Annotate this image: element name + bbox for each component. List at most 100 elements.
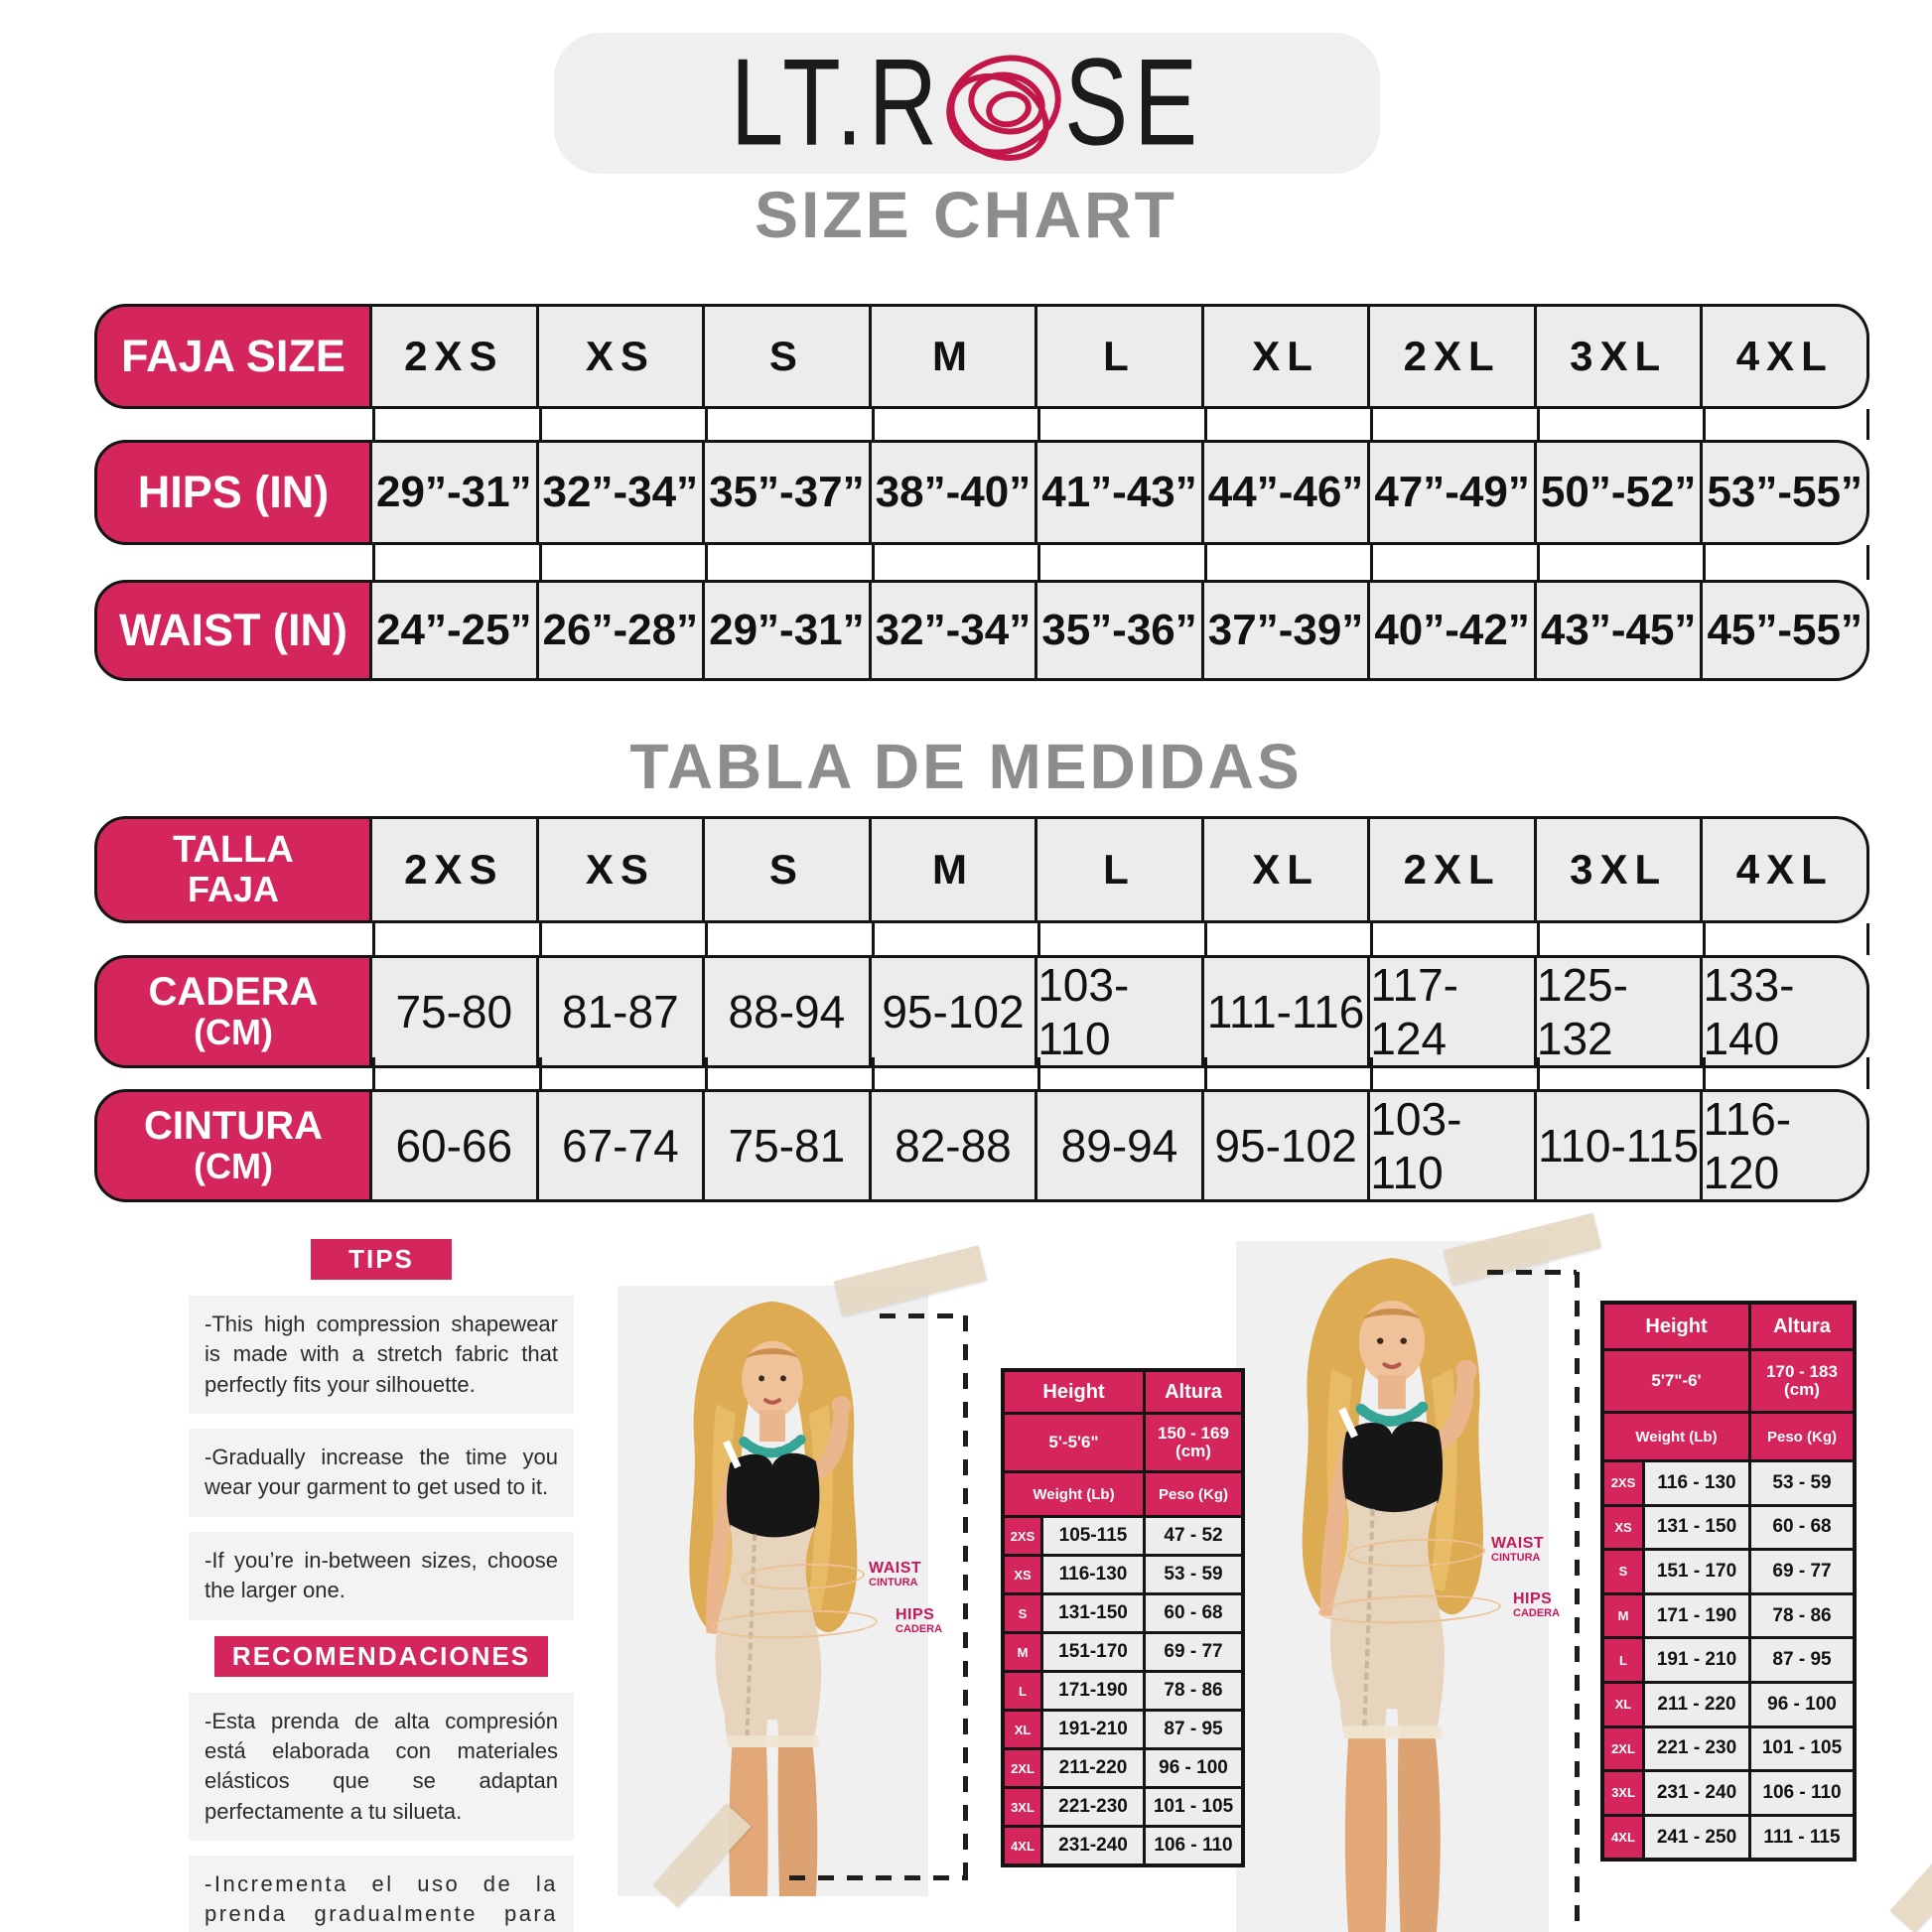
- recomendaciones-list: -Esta prenda de alta compresión está ela…: [189, 1692, 574, 1932]
- spacer-line: [1536, 409, 1704, 440]
- measurement-value-cell: 26”-28”: [538, 580, 706, 681]
- measurement-row: HIPS (IN) 29”-31” 32”-34” 35”-37” 38”-40” 41”…: [94, 440, 1869, 545]
- measurement-value-cell: 32”-34”: [871, 580, 1038, 681]
- spacer-gap: [94, 545, 372, 580]
- weight-row-lb: 116-130: [1043, 1557, 1143, 1592]
- size-header-cell: M: [871, 816, 1038, 923]
- spacer-line: [1536, 923, 1704, 955]
- weight-row-lb: 151 - 170: [1645, 1551, 1748, 1592]
- tabla-medidas-title: TABLA DE MEDIDAS: [629, 731, 1303, 802]
- weight-row-lb: 116 - 130: [1645, 1462, 1748, 1504]
- weight-row-kg: 96 - 100: [1146, 1750, 1241, 1786]
- weight-row-lb: 191-210: [1043, 1712, 1143, 1747]
- spacer-line: [705, 545, 872, 580]
- weight-row-size: S: [1005, 1595, 1040, 1631]
- altura-value: 170 - 183 (cm): [1751, 1351, 1853, 1411]
- tips-badge: TIPS: [311, 1239, 452, 1280]
- weight-row-kg: 96 - 100: [1751, 1683, 1853, 1725]
- height-header: Height: [1005, 1372, 1143, 1412]
- text-paragraph: -This high compression shapewear is made…: [189, 1296, 574, 1415]
- measurement-value-cell: 37”-39”: [1203, 580, 1371, 681]
- altura-value-number: 150 - 169: [1158, 1424, 1229, 1444]
- weight-row-kg: 101 - 105: [1146, 1789, 1241, 1825]
- dashed-line: [1575, 1272, 1580, 1932]
- spacer-line: [1703, 545, 1869, 580]
- size-header-cell: XL: [1203, 304, 1371, 409]
- size-header-cell: 2XS: [372, 816, 539, 923]
- weight-row-size: 2XS: [1604, 1462, 1642, 1504]
- row-header-text: FAJA: [187, 869, 280, 910]
- measurement-value-cell: 88-94: [705, 955, 872, 1068]
- altura-header: Altura: [1146, 1372, 1241, 1412]
- spacer-line: [705, 1057, 872, 1089]
- weight-table-short: Height Altura 5'-5'6" 150 - 169 (cm) Weight (…: [1001, 1368, 1245, 1867]
- weight-row-size: 2XS: [1005, 1518, 1040, 1554]
- weight-lb-header: Weight (Lb): [1604, 1414, 1748, 1459]
- weight-row-kg: 111 - 115: [1751, 1816, 1853, 1859]
- altura-value-unit: (cm): [1784, 1380, 1820, 1399]
- weight-row-size: M: [1604, 1594, 1642, 1637]
- weight-row-kg: 87 - 95: [1146, 1712, 1241, 1747]
- size-header-cell: M: [871, 304, 1038, 409]
- dashed-line: [880, 1313, 965, 1318]
- recomendaciones-badge: RECOMENDACIONES: [213, 1635, 549, 1677]
- measurement-value-cell: 111-116: [1203, 955, 1371, 1068]
- size-header-cell: S: [705, 816, 872, 923]
- weight-row-kg: 53 - 59: [1751, 1462, 1853, 1504]
- spacer-line: [1703, 923, 1869, 955]
- size-chart-title: SIZE CHART: [755, 178, 1177, 251]
- measurement-value-cell: 24”-25”: [372, 580, 539, 681]
- row-header-text: FAJA SIZE: [121, 330, 345, 381]
- weight-row-size: M: [1005, 1634, 1040, 1670]
- measurement-value-cell: 133-140: [1703, 955, 1869, 1068]
- logo-text-right: SE: [1064, 33, 1204, 172]
- brand-logo: LT.R SE: [554, 33, 1380, 174]
- weight-row-kg: 53 - 59: [1146, 1557, 1241, 1592]
- measurement-value-cell: 38”-40”: [871, 440, 1038, 545]
- measurement-value-cell: 116-120: [1703, 1089, 1869, 1202]
- weight-row-kg: 106 - 110: [1146, 1828, 1241, 1863]
- measurement-value-cell: 125-132: [1536, 955, 1704, 1068]
- spacer-line: [1703, 409, 1869, 440]
- spacer-line: [1370, 409, 1537, 440]
- weight-row-size: L: [1005, 1673, 1040, 1709]
- spacer-line: [372, 545, 539, 580]
- measurement-value-cell: 45”-55”: [1703, 580, 1869, 681]
- measurement-value-cell: 29”-31”: [705, 580, 872, 681]
- weight-row-lb: 221 - 230: [1645, 1727, 1748, 1770]
- waist-label: WAIST CINTURA: [1491, 1535, 1545, 1564]
- measurement-row: WAIST (IN) 24”-25” 26”-28” 29”-31” 32”-34” 35…: [94, 580, 1869, 681]
- size-table-cm: TALLA FAJA 2XS XS S M L XL 2XL 3XL 4XL CADERA (CM) 75…: [94, 816, 1869, 1202]
- measurement-value-cell: 50”-52”: [1536, 440, 1704, 545]
- spacer-line: [1370, 545, 1537, 580]
- weight-row-kg: 69 - 77: [1146, 1634, 1241, 1670]
- spacer-line: [871, 923, 1038, 955]
- text-paragraph: -Gradually increase the time you wear yo…: [189, 1429, 574, 1517]
- measurement-value-cell: 43”-45”: [1536, 580, 1704, 681]
- size-header-cell: XS: [538, 816, 706, 923]
- altura-value-number: 170 - 183: [1766, 1362, 1838, 1382]
- weight-row-kg: 87 - 95: [1751, 1639, 1853, 1681]
- weight-row-lb: 241 - 250: [1645, 1816, 1748, 1859]
- spacer-line: [705, 923, 872, 955]
- spacer-line: [538, 1057, 706, 1089]
- row-header-text: TALLA: [173, 829, 294, 872]
- weight-row-size: S: [1604, 1551, 1642, 1592]
- weight-row-lb: 171-190: [1043, 1673, 1143, 1709]
- size-header-cell: 2XS: [372, 304, 539, 409]
- row-header-text: (CM): [194, 1012, 273, 1053]
- measurement-value-cell: 95-102: [871, 955, 1038, 1068]
- measurement-value-cell: 67-74: [538, 1089, 706, 1202]
- measurement-value-cell: 35”-36”: [1037, 580, 1204, 681]
- altura-value-unit: (cm): [1175, 1442, 1211, 1460]
- measurement-row: CADERA (CM) 75-80 81-87 88-94 95-102 103-110 11…: [94, 955, 1869, 1068]
- weight-row-size: 4XL: [1005, 1828, 1040, 1863]
- weight-row-kg: 78 - 86: [1146, 1673, 1241, 1709]
- weight-row-kg: 101 - 105: [1751, 1727, 1853, 1770]
- weight-row-size: 3XL: [1604, 1772, 1642, 1814]
- weight-row-kg: 106 - 110: [1751, 1772, 1853, 1814]
- weight-row-lb: 211-220: [1043, 1750, 1143, 1786]
- spacer-line: [538, 409, 706, 440]
- weight-row-size: XS: [1604, 1506, 1642, 1549]
- text-paragraph: -Esta prenda de alta compresión está ela…: [189, 1692, 574, 1841]
